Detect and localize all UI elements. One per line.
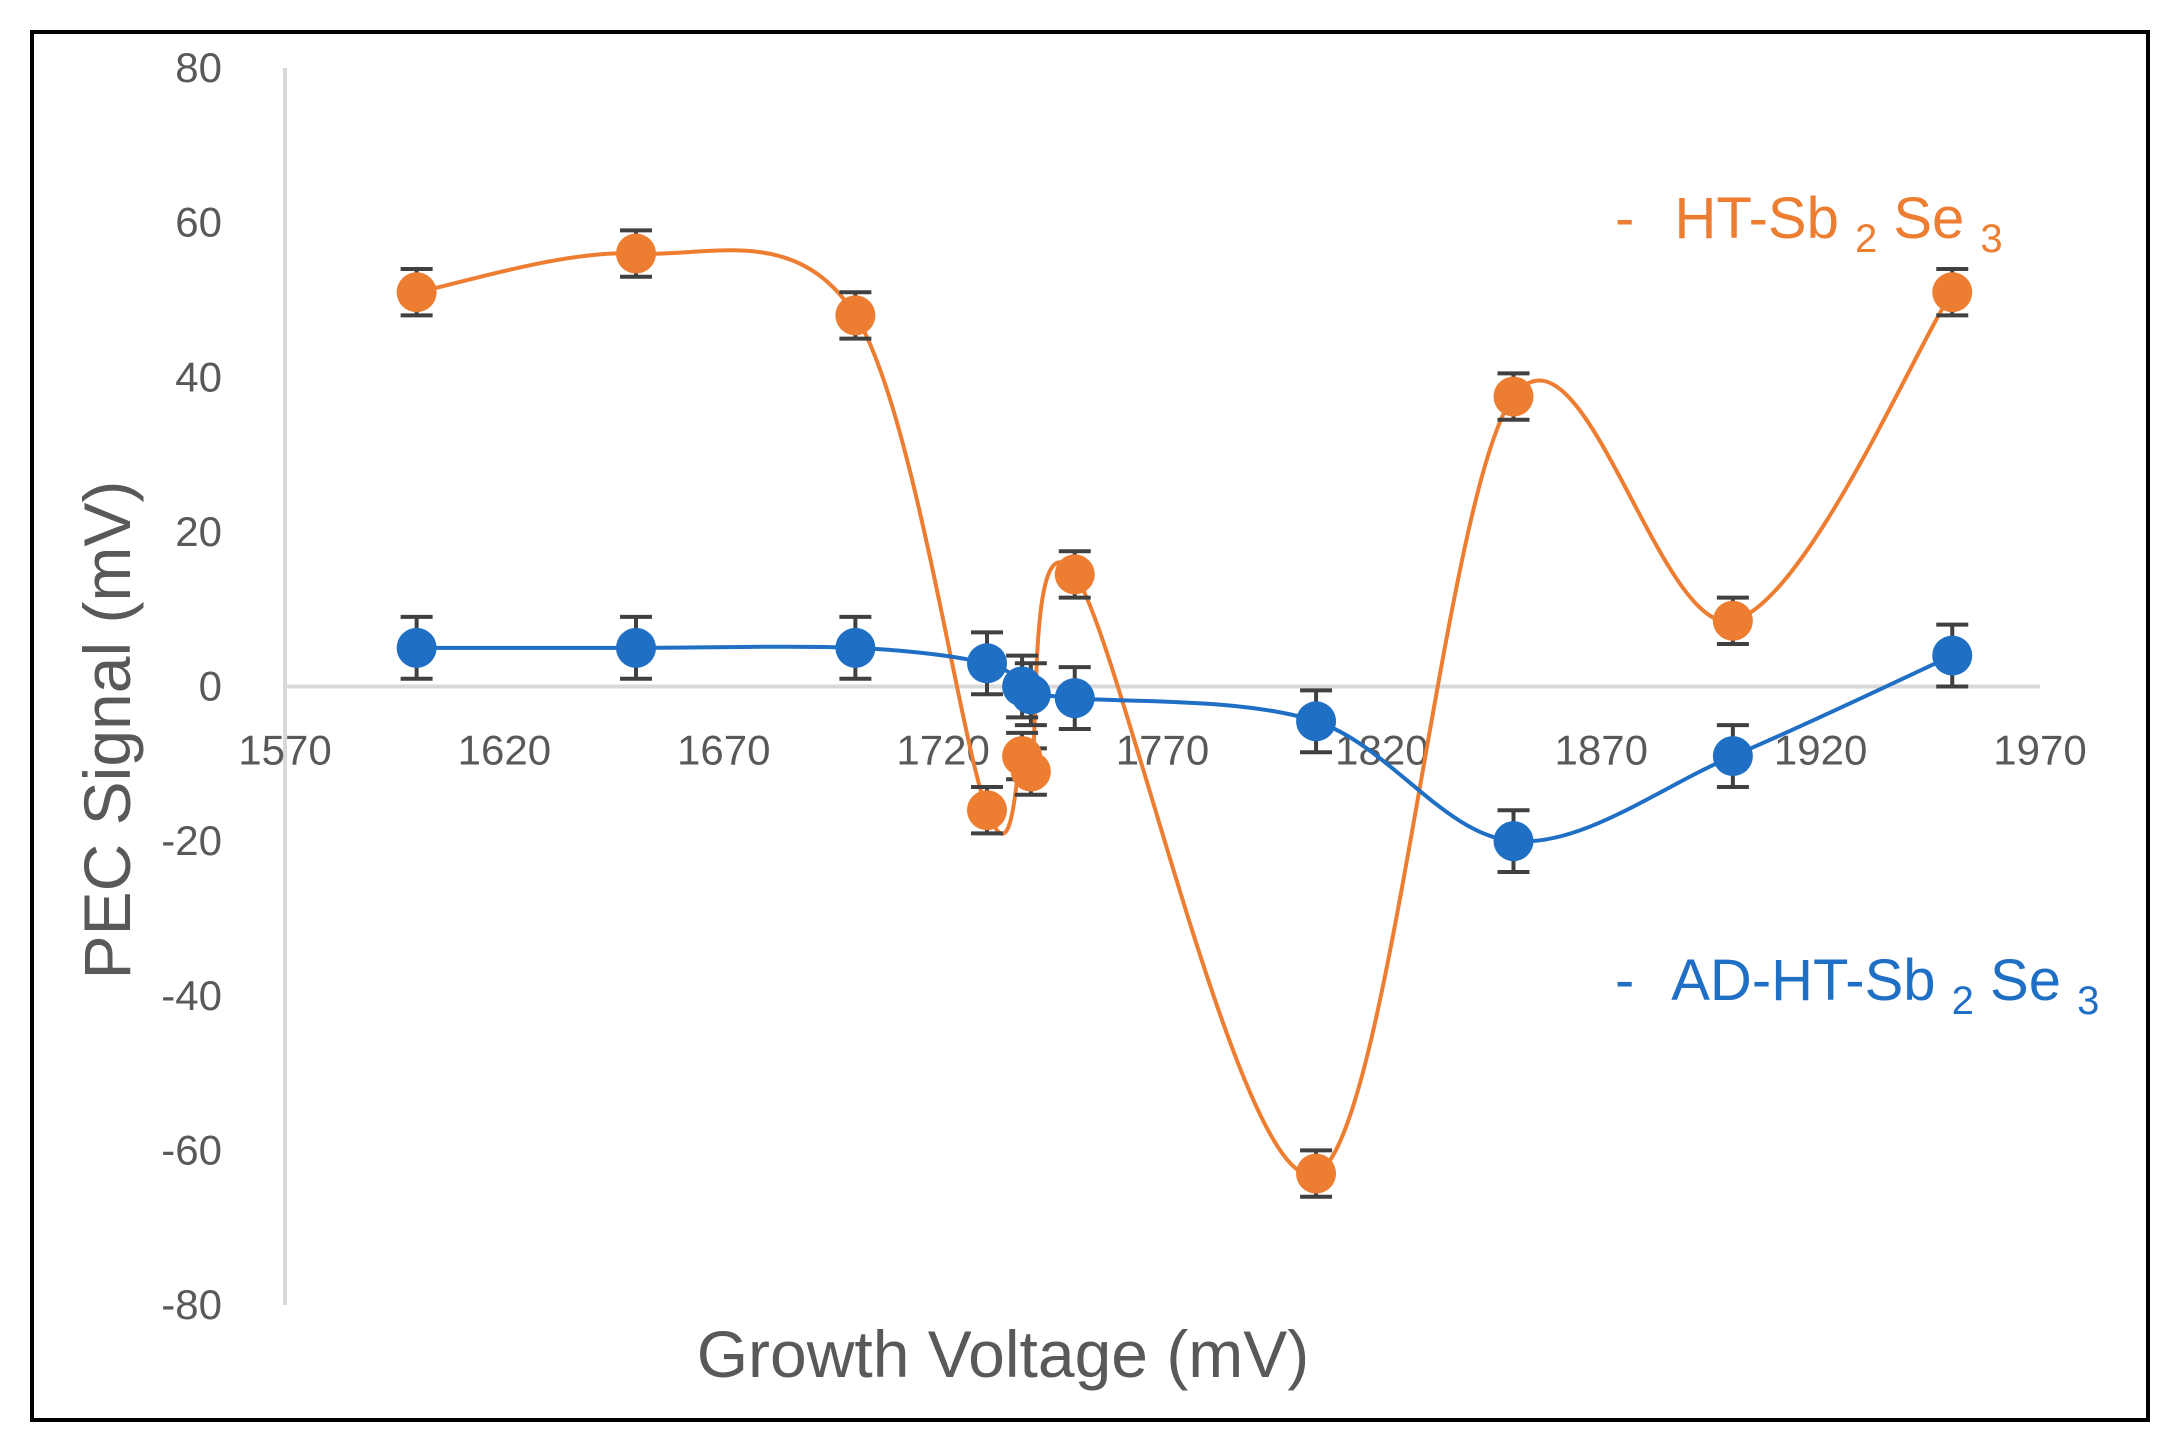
data-point <box>1296 701 1337 742</box>
data-point <box>1296 1153 1337 1194</box>
data-point <box>967 643 1007 684</box>
series-line <box>416 248 1954 1177</box>
data-point <box>616 233 656 274</box>
legend-ht-mid: Se <box>1893 186 1964 251</box>
y-axis-title: PEC Signal (mV) <box>70 481 144 980</box>
y-tick-label: 40 <box>175 353 222 400</box>
data-point <box>1054 554 1095 595</box>
y-tick-label: 0 <box>199 663 222 710</box>
x-tick-labels: 1570 1620 1670 1720 1770 1820 1870 1920 1970 <box>238 727 2086 774</box>
legend-ad-main: AD-HT-Sb <box>1671 948 1935 1013</box>
data-point <box>1010 674 1051 715</box>
legend-ad-sub1: 2 <box>1952 979 1974 1023</box>
data-point <box>1010 751 1051 792</box>
x-tick-label: 1820 <box>1335 727 1428 774</box>
x-tick-label: 1620 <box>458 727 551 774</box>
data-point <box>1054 678 1095 719</box>
x-axis-title: Growth Voltage (mV) <box>697 1317 1310 1391</box>
y-tick-label: 20 <box>175 508 222 555</box>
data-point <box>616 627 656 668</box>
series-layer <box>396 228 1973 1199</box>
data-point <box>396 272 437 313</box>
legend-ad-dash: - <box>1615 948 1634 1013</box>
legend-ht-sb2se3: - HT-Sb 2 Se 3 <box>1615 186 2003 265</box>
data-point <box>396 627 437 668</box>
data-point <box>1932 272 1973 313</box>
y-tick-label: -20 <box>161 817 222 864</box>
legend-ht-main: HT-Sb <box>1674 186 1838 251</box>
y-tick-label: -40 <box>161 972 222 1019</box>
data-point <box>1712 600 1753 641</box>
y-tick-label: -80 <box>161 1281 222 1328</box>
legend-ht-sub1: 2 <box>1855 217 1877 261</box>
data-point <box>967 790 1007 831</box>
y-tick-label: 80 <box>175 44 222 91</box>
data-point <box>835 295 876 336</box>
x-tick-label: 1570 <box>238 727 331 774</box>
data-point <box>1932 635 1973 676</box>
legend-ad-ht-sb2se3: - AD-HT-Sb 2 Se 3 <box>1615 948 2099 1027</box>
axes-group <box>283 68 2040 1305</box>
legend-ht-sub2: 3 <box>1980 217 2002 261</box>
x-tick-label: 1870 <box>1555 727 1648 774</box>
data-point <box>835 627 876 668</box>
series-0 <box>396 228 1973 1199</box>
series-1 <box>396 614 1973 875</box>
data-point <box>1712 736 1753 777</box>
y-tick-label: 60 <box>175 199 222 246</box>
legend-ad-sub2: 3 <box>2077 979 2099 1023</box>
legend-ad-mid: Se <box>1990 948 2061 1013</box>
y-tick-labels: 80 60 40 20 0 -20 -40 -60 -80 <box>161 44 222 1328</box>
legend-ht-dash: - <box>1615 186 1634 251</box>
x-tick-label: 1770 <box>1116 727 1209 774</box>
y-tick-label: -60 <box>161 1126 222 1173</box>
data-point <box>1493 821 1534 862</box>
data-point <box>1493 376 1534 417</box>
x-tick-label: 1920 <box>1774 727 1867 774</box>
x-tick-label: 1670 <box>677 727 770 774</box>
x-tick-label: 1970 <box>1993 727 2086 774</box>
